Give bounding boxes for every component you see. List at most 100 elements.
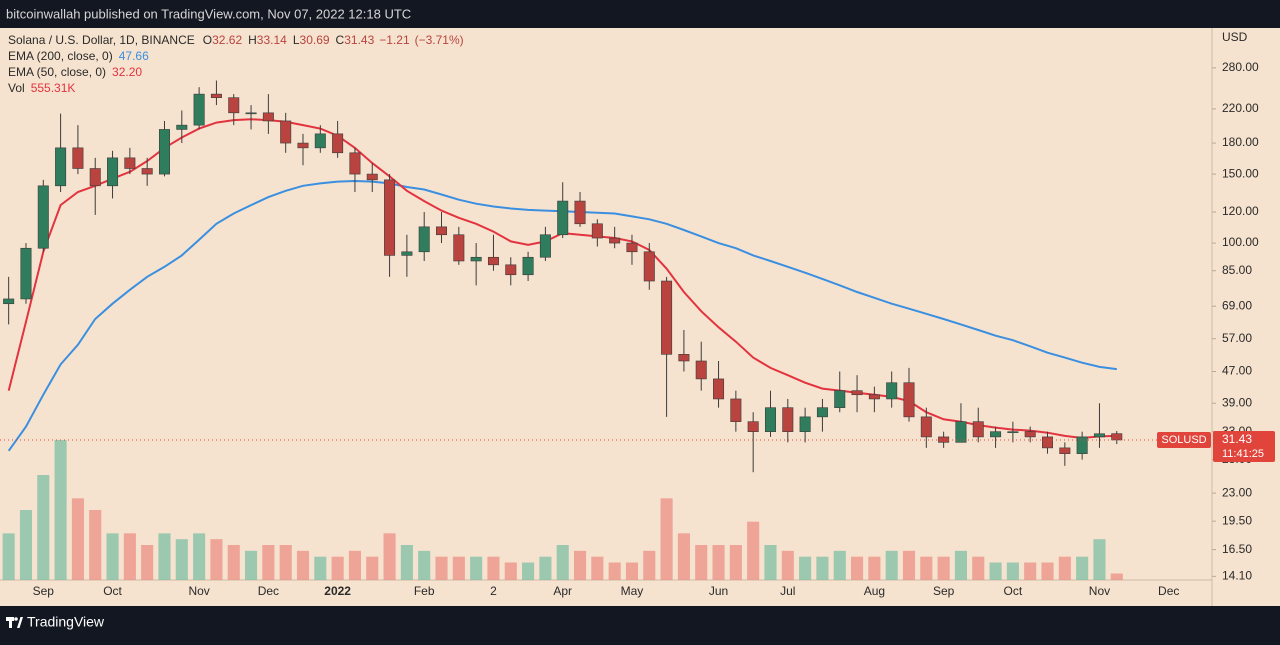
- candle-body: [314, 133, 326, 149]
- legend-volume-value: 555.31K: [31, 81, 76, 95]
- ohlc-prefix: H: [248, 33, 257, 47]
- candle-body: [487, 256, 499, 266]
- volume-bar: [712, 545, 725, 580]
- volume-bar: [71, 498, 84, 580]
- volume-bar: [1006, 562, 1019, 580]
- volume-bar: [37, 475, 50, 580]
- volume-bar: [175, 539, 188, 580]
- ohlc-value: 31.43: [344, 33, 374, 47]
- candle-body: [193, 93, 205, 126]
- candle-body: [886, 382, 898, 400]
- price-tag-countdown: 11:41:25: [1222, 448, 1264, 460]
- x-tick-label: Nov: [188, 584, 209, 598]
- volume-bar: [833, 550, 846, 580]
- candle-body: [297, 142, 309, 149]
- candle-body: [37, 185, 49, 249]
- logo-part: [14, 617, 18, 621]
- volume-bar: [418, 550, 431, 580]
- volume-bar: [193, 533, 206, 580]
- candle-body: [764, 407, 776, 432]
- candle-body: [262, 112, 274, 122]
- candle-body: [816, 407, 828, 418]
- volume-bar: [660, 498, 673, 580]
- candle-body: [384, 179, 396, 256]
- x-tick-label: Oct: [1004, 584, 1023, 598]
- volume-bar: [314, 556, 327, 580]
- candle-body: [332, 133, 344, 154]
- volume-bar: [937, 556, 950, 580]
- candle-body: [505, 264, 517, 276]
- y-tick-label: 14.10: [1222, 569, 1252, 583]
- volume-bar: [573, 550, 587, 580]
- x-tick-label: 2022: [324, 584, 351, 598]
- volume-bar: [954, 550, 968, 580]
- ohlc-prefix: O: [203, 33, 212, 47]
- symbol-label: SOLUSD: [1161, 434, 1206, 446]
- volume-bar: [902, 550, 916, 580]
- volume-bar: [227, 545, 240, 580]
- candle-body: [643, 251, 655, 282]
- volume-bar: [1024, 562, 1037, 580]
- volume-bar: [1041, 562, 1054, 580]
- candle-body: [55, 147, 67, 187]
- price-tag-value: 31.43: [1222, 432, 1252, 446]
- candle-body: [1024, 431, 1036, 438]
- volume-bar: [296, 550, 310, 580]
- x-tick-label: Apr: [553, 584, 572, 598]
- candle-body: [176, 124, 188, 130]
- volume-bar: [625, 562, 639, 580]
- candle-body: [72, 147, 84, 169]
- legend-symbol: Solana / U.S. Dollar, 1D, BINANCE O32.62 H…: [8, 33, 464, 47]
- candle-body: [990, 431, 1002, 438]
- candle-body: [436, 226, 448, 236]
- volume-bar: [366, 556, 379, 580]
- x-tick-label: Oct: [103, 584, 122, 598]
- y-tick-label: 85.00: [1222, 263, 1252, 277]
- candle-body: [591, 223, 603, 239]
- price-tag: [1213, 430, 1275, 462]
- x-tick-label: Feb: [414, 584, 435, 598]
- candle-body: [366, 173, 378, 181]
- volume-bar: [729, 545, 742, 580]
- volume-bar: [400, 545, 413, 580]
- header-bar: [0, 0, 1280, 28]
- y-tick-label: 69.00: [1222, 298, 1252, 312]
- y-axis-label: USD: [1222, 30, 1248, 44]
- brand-name: TradingView: [27, 614, 105, 630]
- volume-bar: [279, 545, 292, 580]
- volume-bar: [522, 562, 535, 580]
- candle-body: [124, 157, 136, 169]
- candle-body: [868, 394, 880, 400]
- candle-body: [626, 242, 638, 253]
- volume-bar: [123, 533, 136, 580]
- volume-bar: [556, 545, 569, 580]
- candle-body: [747, 421, 759, 432]
- symbol-tag: [1157, 431, 1211, 448]
- ohlc-prefix: C: [336, 33, 345, 47]
- legend-change: −1.21: [379, 33, 410, 47]
- candle-body: [158, 129, 170, 175]
- volume-bar: [262, 545, 275, 580]
- volume-bar: [89, 510, 102, 580]
- volume-bar: [244, 550, 258, 580]
- chart-background: [0, 28, 1280, 606]
- volume-bar: [348, 550, 362, 580]
- candle-body: [609, 237, 621, 244]
- candle-body: [1111, 433, 1123, 441]
- candle-body: [1059, 447, 1071, 454]
- candle-body: [107, 157, 119, 187]
- ohlc-value: 33.14: [257, 33, 287, 47]
- candle-body: [557, 200, 569, 236]
- volume-bar: [850, 556, 864, 580]
- footer-bar: [0, 606, 1280, 640]
- candle-body: [210, 93, 222, 99]
- candle-body: [453, 234, 465, 262]
- volume-bar: [210, 539, 223, 580]
- candle-body: [89, 168, 101, 187]
- volume-bar: [2, 533, 15, 580]
- volume-bar: [764, 545, 777, 580]
- volume-bar: [1076, 556, 1089, 580]
- volume-bar: [470, 556, 483, 580]
